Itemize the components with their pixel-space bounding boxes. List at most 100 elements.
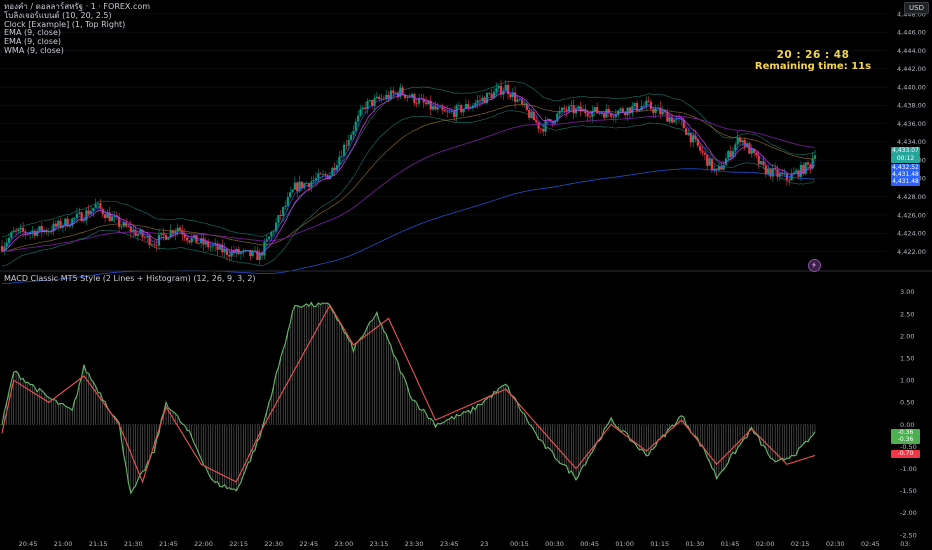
candle-body <box>71 218 74 226</box>
candle-body <box>518 99 521 101</box>
candle-body <box>359 109 362 116</box>
candle-body <box>478 100 482 102</box>
macd-tick-label: -2.50 <box>900 531 917 539</box>
candle-body <box>389 90 393 99</box>
candle-body <box>685 128 688 135</box>
candle-body <box>298 181 301 192</box>
candle-body <box>462 108 465 113</box>
indicator-bollinger[interactable]: โบลิงเจอร์แบนด์ (10, 20, 2.5) <box>4 10 112 20</box>
candle-body <box>647 100 650 102</box>
candle-body <box>92 207 95 211</box>
candle-body <box>413 94 416 104</box>
candle-body <box>338 156 341 166</box>
candle-body <box>593 107 596 112</box>
candle-body <box>0 246 4 252</box>
price-tick-label: 4,448.00 <box>897 10 926 18</box>
candle-body <box>516 99 519 102</box>
candle-body <box>293 182 296 190</box>
time-tick-label: 01:15 <box>650 540 669 548</box>
candle-body <box>736 137 739 145</box>
candlesticks <box>0 79 817 265</box>
candle-body <box>741 140 744 143</box>
currency-button[interactable]: USD <box>904 2 929 14</box>
time-tick-label: 23:30 <box>405 540 424 548</box>
candle-body <box>614 115 617 118</box>
candle-body <box>645 100 648 106</box>
candle-body <box>809 164 812 169</box>
candle-body <box>521 99 524 105</box>
candle-body <box>118 217 121 227</box>
candle-body <box>366 100 369 110</box>
candle-body <box>96 203 100 205</box>
indicator-ema-2[interactable]: EMA (9, close) <box>4 37 61 47</box>
candle-body <box>439 106 442 108</box>
candle-body <box>29 232 32 234</box>
candle-body <box>31 230 34 233</box>
candle-body <box>349 134 353 141</box>
candle-body <box>696 138 699 146</box>
lightning-icon[interactable] <box>808 259 821 272</box>
macd-indicator-title[interactable]: MACD Classic MT5 Style (2 Lines + Histog… <box>4 274 256 283</box>
candle-body <box>319 173 322 175</box>
macd-tick-label: 2.50 <box>900 310 914 318</box>
indicator-ema-1[interactable]: EMA (9, close) <box>4 28 61 38</box>
macd-tick-label: -0.50 <box>900 443 917 451</box>
candle-body <box>82 220 86 222</box>
candle-body <box>244 250 247 251</box>
candle-body <box>103 214 107 219</box>
candle-body <box>738 137 742 143</box>
candle-body <box>436 107 439 110</box>
candle-body <box>216 243 219 250</box>
candle-body <box>335 165 339 171</box>
candle-body <box>80 212 83 222</box>
candle-body <box>73 217 76 219</box>
wma-9-line <box>1 88 816 255</box>
candle-body <box>776 169 779 177</box>
candle-body <box>373 98 376 106</box>
moving-averages <box>1 88 816 284</box>
candle-body <box>3 246 6 252</box>
candle-body <box>225 248 229 256</box>
candle-body <box>511 92 514 98</box>
candle-body <box>111 216 114 222</box>
candle-body <box>446 111 449 113</box>
candle-body <box>490 93 493 99</box>
candle-body <box>328 175 332 179</box>
price-tick-label: 4,446.00 <box>897 29 926 37</box>
candle-body <box>300 181 303 189</box>
indicator-clock[interactable]: Clock [Example] (1, Top Right) <box>4 19 126 29</box>
price-axis[interactable]: 4,448.00 4,446.00 4,444.00 4,442.00 4,440.00… <box>897 10 926 256</box>
candle-body <box>127 226 130 228</box>
candle-body <box>795 170 798 173</box>
candle-body <box>223 248 226 253</box>
candle-body <box>675 118 678 120</box>
price-tag-countdown: 00:12 <box>891 155 920 163</box>
candle-body <box>317 173 320 179</box>
time-tick-label: 22:30 <box>264 540 283 548</box>
macd-tick-label: 0.00 <box>900 421 914 429</box>
candle-body <box>687 132 690 135</box>
time-axis[interactable]: 20:45 21:00 21:15 21:30 21:45 22:00 22:15 22:30… <box>19 540 911 548</box>
candle-body <box>209 246 212 248</box>
macd-axis[interactable]: 3.00 2.50 2.00 1.50 1.00 0.50 0.00 -0.50 -1.00 -1… <box>900 288 917 539</box>
candle-body <box>734 144 737 151</box>
candle-body <box>788 179 791 181</box>
candle-body <box>692 135 695 143</box>
candle-body <box>666 112 669 122</box>
candle-body <box>544 120 547 132</box>
candle-body <box>19 227 22 230</box>
candle-body <box>284 205 287 208</box>
candle-body <box>272 231 275 233</box>
clock-remaining: Remaining time: 11s <box>754 61 872 72</box>
candle-body <box>176 227 179 232</box>
symbol-title[interactable]: ทองคำ / ดอลลาร์สหรัฐ · 1 · FOREX.com <box>4 2 151 11</box>
candle-body <box>663 111 667 113</box>
candle-body <box>464 104 468 109</box>
candle-body <box>188 240 191 243</box>
candle-body <box>87 210 90 215</box>
candle-body <box>806 162 810 165</box>
signal-line <box>1 304 816 484</box>
candle-body <box>673 119 676 123</box>
indicator-wma[interactable]: WMA (9, close) <box>4 45 64 55</box>
